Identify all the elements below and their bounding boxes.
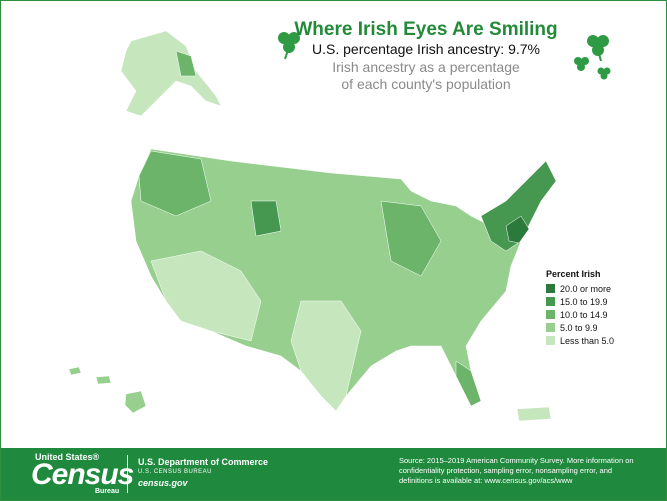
- website[interactable]: census.gov: [138, 478, 188, 488]
- title: Where Irish Eyes Are Smiling: [294, 19, 558, 40]
- logo-text: Census: [31, 458, 134, 491]
- hawaii: [95, 375, 112, 385]
- legend-swatch: [546, 310, 555, 319]
- alaska: [120, 30, 222, 117]
- legend-label: 10.0 to 14.9: [560, 309, 608, 320]
- legend-item: 15.0 to 19.9: [546, 295, 614, 308]
- footer: United States® Census Bureau U.S. Depart…: [1, 448, 666, 500]
- department: U.S. Department of Commerce: [138, 457, 269, 467]
- northeast-region: [480, 160, 557, 252]
- hawaii: [68, 366, 82, 376]
- logo-text: United States®: [35, 452, 100, 462]
- description: Irish ancestry as a percentage of each c…: [332, 59, 520, 92]
- legend-label: 5.0 to 9.9: [560, 322, 598, 333]
- southwest-region: [150, 250, 262, 342]
- legend-label: 20.0 or more: [560, 283, 612, 294]
- logo-text: Bureau: [95, 488, 120, 495]
- northwest-region: [138, 150, 212, 217]
- legend-label: 15.0 to 19.9: [560, 296, 608, 307]
- legend-item: 10.0 to 14.9: [546, 308, 614, 321]
- divider: [127, 455, 128, 493]
- florida-region: [455, 360, 482, 407]
- puerto-rico: [516, 406, 552, 422]
- legend-label: Less than 5.0: [560, 335, 615, 346]
- map: [68, 30, 611, 422]
- source-note: Source: 2015–2019 American Community Sur…: [399, 456, 634, 485]
- bureau: U.S. CENSUS BUREAU: [138, 469, 213, 475]
- texas-region: [290, 300, 362, 412]
- legend-title: Percent Irish: [546, 269, 601, 279]
- legend-swatch: [546, 323, 555, 332]
- mountain-region: [250, 200, 282, 237]
- legend-swatch: [546, 297, 555, 306]
- legend-item: 20.0 or more: [546, 282, 614, 295]
- legend-swatch: [546, 284, 555, 293]
- alaska-region: [175, 50, 197, 77]
- northeast-core: [505, 215, 530, 244]
- shamrock: [278, 32, 611, 80]
- legend-item: 5.0 to 9.9: [546, 321, 614, 334]
- hawaii: [124, 390, 147, 414]
- legend-swatch: [546, 336, 555, 345]
- subtitle: U.S. percentage Irish ancestry: 9.7%: [312, 41, 540, 57]
- legend-item: Less than 5.0: [546, 334, 614, 347]
- legend: Percent Irish 20.0 or more 15.0 to 19.9 10…: [546, 269, 614, 347]
- midwest-region: [380, 200, 442, 277]
